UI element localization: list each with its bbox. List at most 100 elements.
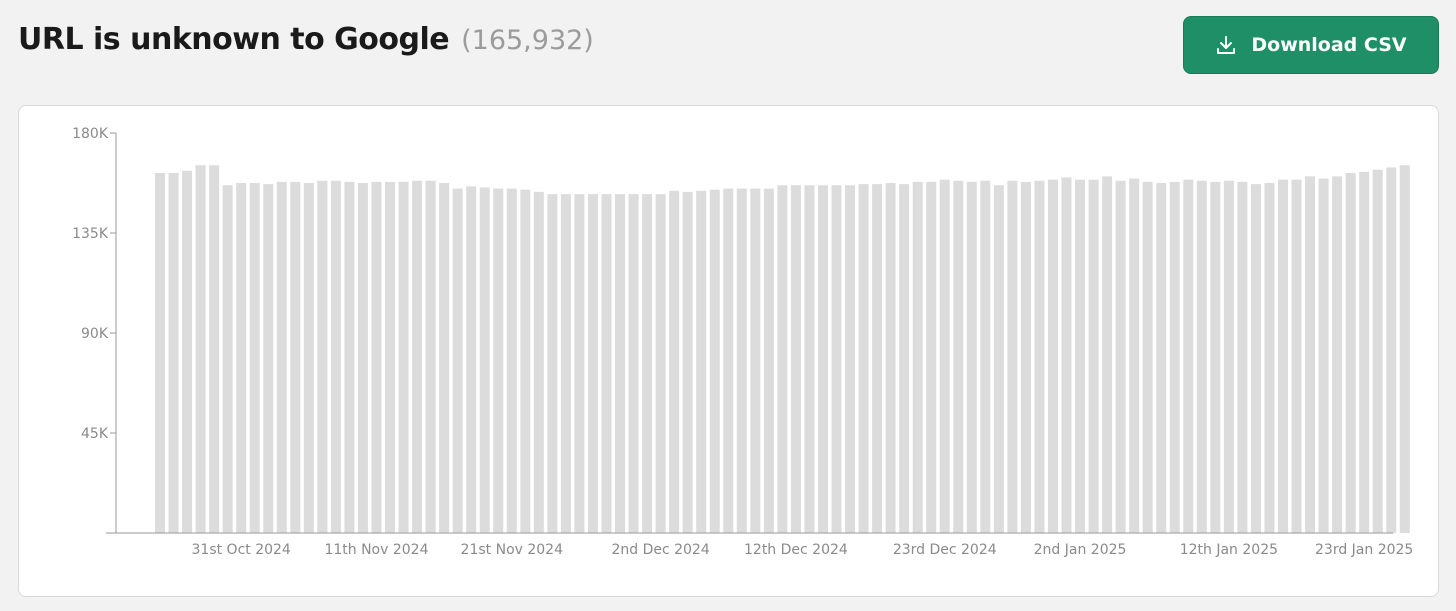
- x-tick-label: 2nd Jan 2025: [1034, 542, 1127, 558]
- bar: [1305, 176, 1316, 533]
- bar: [736, 188, 747, 533]
- bar: [249, 183, 260, 533]
- bar: [506, 188, 517, 533]
- url-count: (165,932): [461, 25, 594, 56]
- bar: [831, 185, 842, 533]
- bar: [452, 188, 463, 533]
- bar: [1034, 180, 1045, 533]
- bar: [1088, 179, 1099, 534]
- x-tick-label: 23rd Dec 2024: [893, 542, 997, 558]
- chart-card: 45K 90K 135K 180K 31st Oct 2024 11th Nov 202…: [18, 105, 1439, 597]
- bar: [1156, 183, 1167, 533]
- bar: [1210, 181, 1221, 533]
- bar: [750, 188, 761, 533]
- bar: [371, 181, 382, 533]
- x-tick-label: 12th Jan 2025: [1180, 542, 1278, 558]
- bar: [330, 180, 341, 533]
- bar: [587, 194, 598, 534]
- download-icon: [1215, 34, 1237, 56]
- x-tick-label: 11th Nov 2024: [324, 542, 428, 558]
- bar: [723, 188, 734, 533]
- bar: [1399, 165, 1410, 533]
- page-title: URL is unknown to Google (165,932): [18, 22, 594, 68]
- bar: [236, 183, 247, 533]
- bar: [777, 185, 788, 533]
- bar: [1102, 176, 1113, 533]
- bar: [858, 184, 869, 534]
- bar: [182, 170, 193, 533]
- x-tick-label: 2nd Dec 2024: [611, 542, 709, 558]
- bar: [966, 181, 977, 533]
- bar: [425, 180, 436, 533]
- bar: [1372, 169, 1383, 534]
- bar: [357, 183, 368, 533]
- bar: [980, 180, 991, 533]
- bar: [303, 183, 314, 533]
- bar: [790, 185, 801, 533]
- bar: [1061, 177, 1072, 533]
- x-tick-label: 21st Nov 2024: [461, 542, 564, 558]
- bar: [1291, 179, 1302, 534]
- bar: [763, 188, 774, 533]
- bar: [222, 185, 233, 533]
- bar: [344, 181, 355, 533]
- bar: [1277, 179, 1288, 534]
- bar: [263, 184, 274, 534]
- bar: [412, 180, 423, 533]
- bar: [1250, 184, 1261, 534]
- bar: [466, 186, 477, 533]
- download-csv-button[interactable]: Download CSV: [1183, 16, 1439, 74]
- bar: [520, 189, 531, 534]
- bar: [885, 183, 896, 533]
- bar: [899, 184, 910, 534]
- x-axis: 31st Oct 2024 11th Nov 2024 21st Nov 2024 2…: [106, 532, 1413, 558]
- bar: [845, 185, 856, 533]
- bar: [926, 181, 937, 533]
- bar: [1386, 167, 1397, 533]
- bar: [615, 194, 626, 534]
- bar: [1129, 178, 1140, 533]
- bar: [195, 165, 206, 533]
- y-tick-label: 180K: [72, 126, 109, 142]
- bar: [560, 194, 571, 534]
- bar: [398, 181, 409, 533]
- y-tick-label: 45K: [81, 426, 109, 442]
- bar: [1223, 180, 1234, 533]
- bar: [682, 191, 693, 533]
- bar: [493, 188, 504, 533]
- bar: [1007, 180, 1018, 533]
- bar: [439, 183, 450, 533]
- bar: [276, 181, 287, 533]
- bar: [1196, 180, 1207, 533]
- bar: [1318, 178, 1329, 533]
- download-csv-label: Download CSV: [1251, 34, 1407, 56]
- bar: [601, 194, 612, 534]
- x-tick-label: 31st Oct 2024: [192, 542, 291, 558]
- bar: [1047, 179, 1058, 534]
- bar: [709, 189, 720, 534]
- bar: [642, 194, 653, 534]
- bar: [993, 185, 1004, 533]
- bar: [1020, 181, 1031, 533]
- bar: [696, 190, 707, 533]
- bar: [1075, 179, 1086, 534]
- y-axis: 45K 90K 135K 180K: [72, 126, 117, 533]
- x-tick-label: 23rd Jan 2025: [1315, 542, 1413, 558]
- bar: [817, 185, 828, 533]
- bar: [1237, 181, 1248, 533]
- bar: [872, 184, 883, 534]
- bar: [939, 179, 950, 534]
- bar: [168, 173, 179, 533]
- bar-chart: 45K 90K 135K 180K 31st Oct 2024 11th Nov 202…: [72, 126, 1413, 558]
- bar: [1359, 171, 1370, 533]
- bar: [1264, 183, 1275, 533]
- bar: [317, 180, 328, 533]
- bar: [1183, 179, 1194, 534]
- bar: [953, 180, 964, 533]
- bar: [804, 185, 815, 533]
- bar: [912, 181, 923, 533]
- bar: [1332, 176, 1343, 533]
- bar: [547, 194, 558, 534]
- bar: [385, 181, 396, 533]
- y-tick-label: 135K: [72, 226, 109, 242]
